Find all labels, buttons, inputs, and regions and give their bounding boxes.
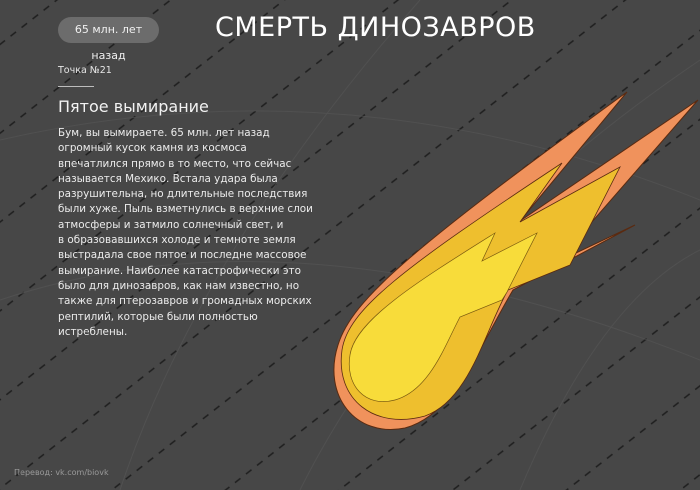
body-line: Бум, вы вымираете. 65 млн. лет назад (58, 127, 270, 139)
section-heading: Пятое вымирание (58, 97, 209, 116)
body-line: впечатлился прямо в то место, что сейчас (58, 157, 292, 170)
body-line: вымирание. Наиболее катастрофически это (58, 264, 301, 277)
body-line: атмосферы и затмило солнечный свет, и (58, 218, 284, 231)
era-badge: 65 млн. лет назад (58, 17, 159, 62)
translation-credit: Перевод: vk.com/biovk (14, 468, 109, 477)
body-line: огромный кусок камня из космоса (58, 142, 247, 155)
body-line: было для динозавров, как нам известно, н… (58, 279, 300, 292)
comet-inner-flame (348, 232, 538, 402)
divider (58, 86, 94, 87)
body-line: также для птерозавров и громадных морски… (58, 295, 312, 308)
body-line: выстрадала свое пятое и последне массово… (58, 249, 307, 262)
body-line: разрушительна, но длительные последствия (58, 188, 308, 201)
body-line: называется Мехико. Встала удара была (58, 172, 278, 185)
body-line: истреблены. (58, 325, 128, 338)
point-label: Точка №21 (58, 65, 112, 76)
page-title: СМЕРТЬ ДИНОЗАВРОВ (215, 12, 536, 43)
body-text: Бум, вы вымираете. 65 млн. лет назад огр… (58, 126, 313, 340)
body-line: в образовавшихся холоде и темноте земля (58, 234, 296, 247)
body-line: рептилий, которые были полностью (58, 310, 258, 323)
body-line: были хуже. Пыль взметнулись в верхние сл… (58, 203, 313, 216)
